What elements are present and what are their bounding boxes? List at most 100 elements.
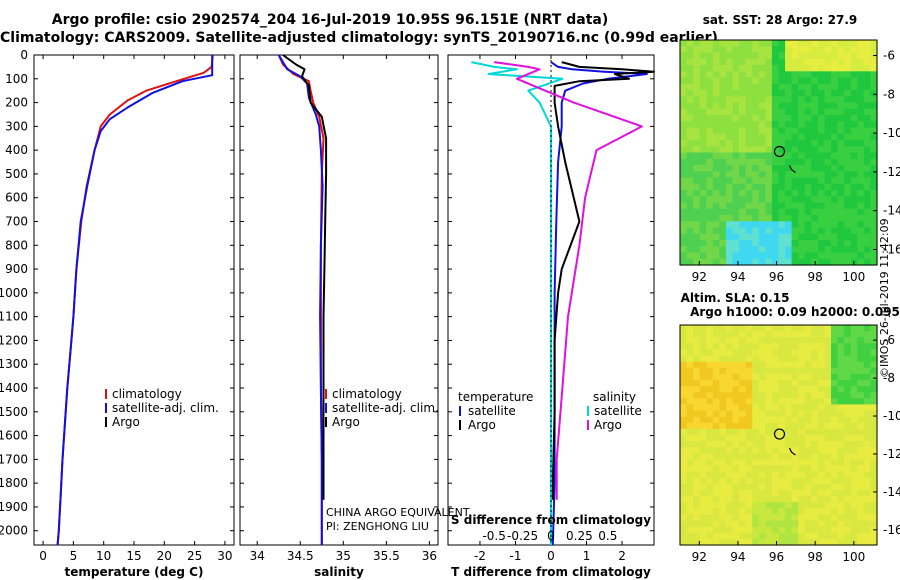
- map-cell: [732, 233, 740, 241]
- map-cell: [712, 416, 720, 424]
- map-cell: [831, 183, 839, 191]
- depth-tick-label: 1900: [0, 500, 28, 514]
- map-cell: [680, 459, 688, 467]
- map-cell: [804, 502, 812, 509]
- map-cell: [831, 158, 839, 166]
- map-cell: [699, 90, 707, 97]
- map-cell: [771, 102, 780, 110]
- map-cell: [719, 331, 727, 338]
- map-cell: [706, 483, 714, 491]
- map-cell: [831, 422, 839, 430]
- map-cell: [699, 46, 707, 54]
- map-cell: [791, 121, 799, 129]
- map-cell: [870, 252, 878, 260]
- map-cell: [863, 435, 872, 442]
- map-cell: [785, 90, 793, 97]
- map-cell: [745, 165, 753, 172]
- map-cell: [844, 83, 852, 91]
- map-cell: [771, 115, 780, 122]
- map-cell: [811, 490, 819, 497]
- map-cell: [719, 221, 727, 229]
- map-cell: [824, 428, 832, 436]
- map-cell: [739, 258, 747, 266]
- map-cell: [837, 331, 845, 338]
- map-cell: [863, 471, 872, 479]
- map-cell: [771, 77, 780, 85]
- map-cell: [831, 471, 839, 479]
- map-cell: [726, 140, 734, 147]
- map-cell: [870, 233, 878, 241]
- map-cell: [752, 202, 760, 210]
- map-cell: [791, 502, 799, 509]
- map-cell: [712, 526, 720, 534]
- map-cell: [785, 367, 793, 375]
- map-cell: [817, 435, 826, 442]
- map-cell: [745, 361, 753, 369]
- map-cell: [863, 422, 872, 430]
- map-cell: [745, 465, 753, 473]
- map-cell: [785, 233, 793, 241]
- map-cell: [798, 115, 806, 122]
- map-cell: [752, 165, 760, 172]
- map-cell: [752, 190, 760, 197]
- map-cell: [824, 208, 832, 216]
- map-cell: [778, 121, 786, 129]
- map-cell: [739, 331, 747, 338]
- map-cell: [844, 58, 852, 66]
- map-cell: [785, 483, 793, 491]
- map-cell: [752, 483, 760, 491]
- map-cell: [817, 252, 826, 260]
- map-cell: [712, 410, 720, 418]
- map-cell: [699, 337, 707, 344]
- map-cell: [804, 392, 812, 399]
- map-cell: [811, 252, 819, 260]
- map-cell: [752, 102, 760, 110]
- map-x-tick-label: 94: [730, 550, 745, 564]
- map-cell: [706, 496, 714, 503]
- map-cell: [804, 96, 812, 104]
- map-cell: [706, 65, 714, 72]
- map-cell: [686, 361, 694, 369]
- map-cell: [765, 502, 773, 509]
- map-cell: [817, 221, 826, 229]
- map-cell: [824, 146, 832, 154]
- map-cell: [680, 252, 688, 260]
- map-cell: [745, 215, 753, 222]
- map-cell: [811, 508, 819, 515]
- map-cell: [680, 398, 688, 405]
- map-cell: [817, 96, 826, 104]
- map-cell: [804, 233, 812, 241]
- map-cell: [844, 392, 852, 399]
- map-cell: [870, 158, 878, 166]
- map-cell: [686, 526, 694, 534]
- map-cell: [771, 96, 780, 104]
- map-cell: [693, 459, 701, 467]
- map-cell: [857, 46, 865, 54]
- map-cell: [857, 177, 865, 185]
- map-cell: [778, 190, 786, 197]
- map-cell: [857, 526, 865, 534]
- map-cell: [837, 508, 845, 515]
- map-cell: [837, 465, 845, 473]
- map-cell: [857, 215, 865, 222]
- map-x-tick-label: 96: [769, 550, 784, 564]
- map-cell: [785, 196, 793, 204]
- map-cell: [739, 146, 747, 154]
- map-cell: [778, 483, 786, 491]
- map-cell: [778, 208, 786, 216]
- map-cell: [752, 196, 760, 204]
- map-cell: [706, 447, 714, 454]
- map-cell: [857, 428, 865, 436]
- map-cell: [850, 121, 858, 129]
- map-cell: [850, 373, 858, 381]
- map-cell: [739, 416, 747, 424]
- map-cell: [870, 152, 878, 160]
- map-cell: [870, 465, 878, 473]
- map-cell: [752, 532, 760, 540]
- x-axis-label: temperature (deg C): [65, 565, 204, 579]
- map-cell: [706, 171, 714, 179]
- map-cell: [719, 65, 727, 72]
- map-cell: [791, 127, 799, 135]
- map-cell: [699, 240, 707, 247]
- map-cell: [857, 40, 865, 47]
